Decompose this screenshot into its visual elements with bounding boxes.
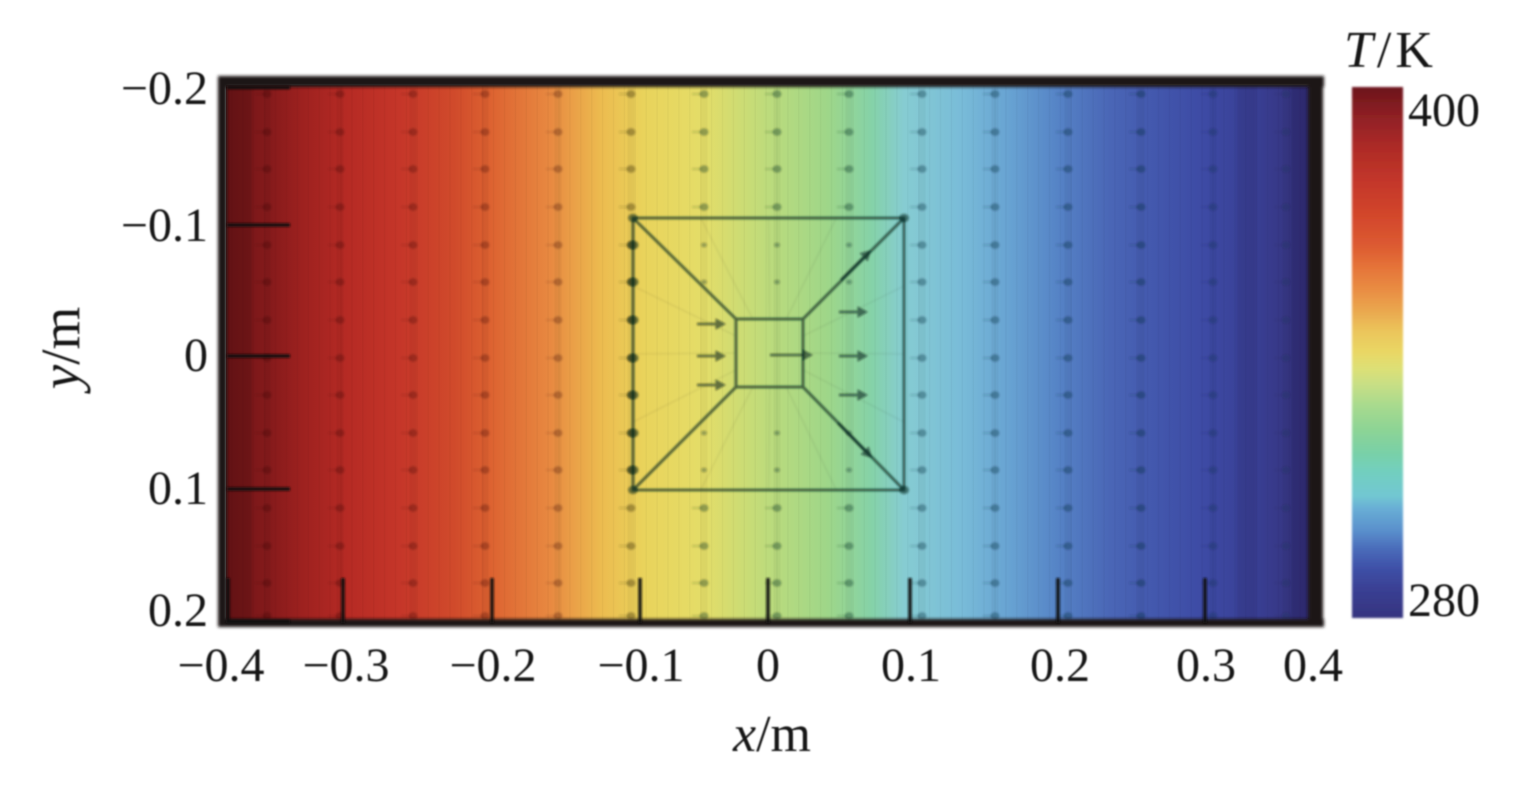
svg-text:0.1: 0.1 <box>881 639 941 692</box>
svg-text:0: 0 <box>184 329 208 382</box>
svg-text:0.1: 0.1 <box>148 462 208 515</box>
svg-text:−0.4: −0.4 <box>177 639 264 692</box>
svg-text:−0.3: −0.3 <box>302 639 389 692</box>
svg-text:0.4: 0.4 <box>1283 639 1343 692</box>
svg-text:0.2: 0.2 <box>148 584 208 637</box>
svg-text:x/m: x/m <box>732 706 811 763</box>
svg-text:0.3: 0.3 <box>1176 639 1236 692</box>
svg-text:0.2: 0.2 <box>1030 639 1090 692</box>
svg-text:400: 400 <box>1408 84 1480 137</box>
svg-text:280: 280 <box>1408 574 1480 627</box>
svg-text:T/K: T/K <box>1344 22 1437 79</box>
svg-text:−0.2: −0.2 <box>121 62 208 115</box>
svg-text:−0.1: −0.1 <box>597 639 684 692</box>
svg-text:−0.2: −0.2 <box>449 639 536 692</box>
svg-text:y/m: y/m <box>30 307 91 394</box>
svg-text:0: 0 <box>756 639 780 692</box>
svg-text:−0.1: −0.1 <box>121 199 208 252</box>
